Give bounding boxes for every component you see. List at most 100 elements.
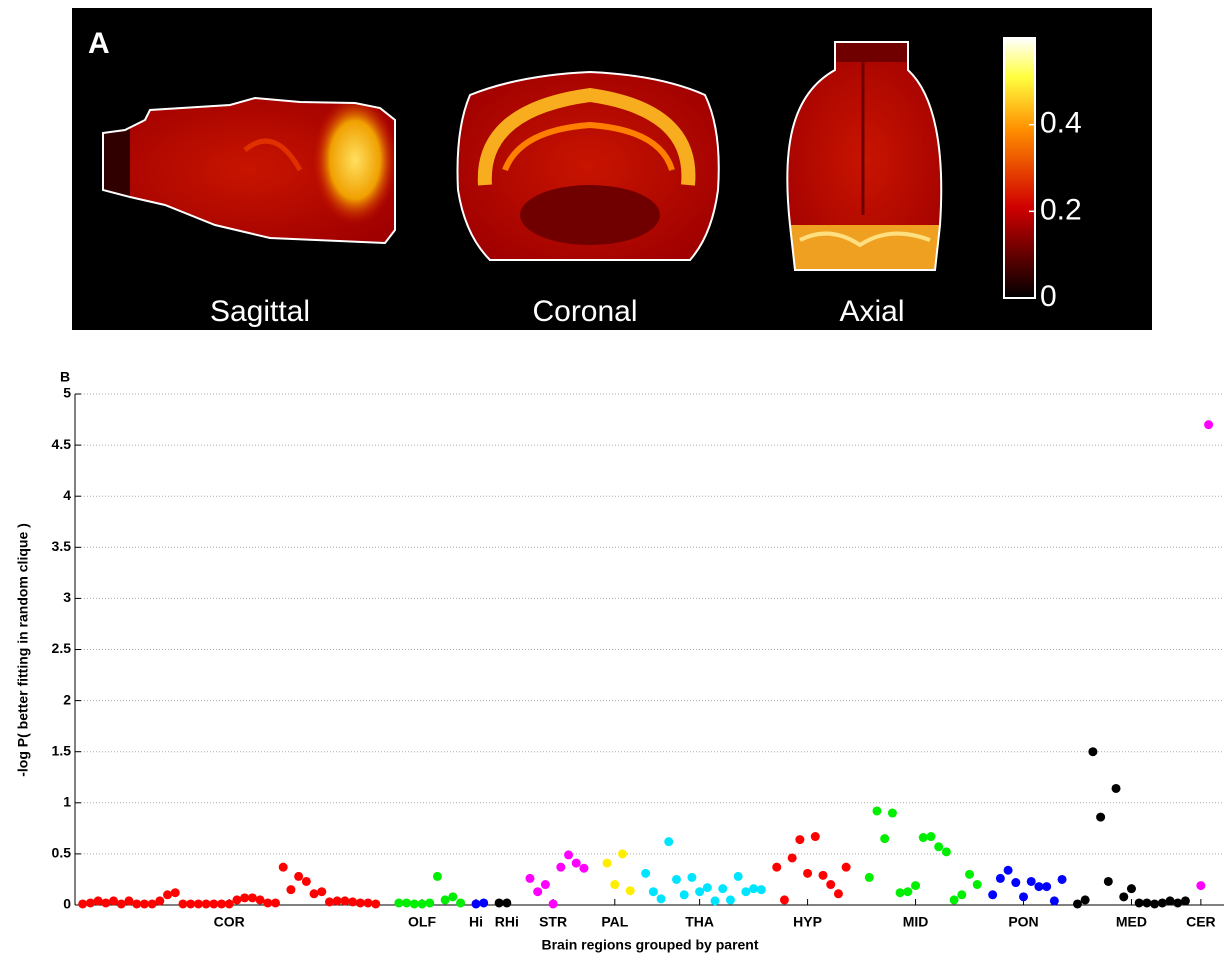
data-point (302, 877, 311, 886)
data-point (803, 869, 812, 878)
data-point (734, 872, 743, 881)
data-point (433, 872, 442, 881)
data-point (1088, 747, 1097, 756)
data-point (178, 899, 187, 908)
data-point (741, 887, 750, 896)
data-point (294, 872, 303, 881)
data-point (371, 899, 380, 908)
data-point (950, 895, 959, 904)
data-point (441, 895, 450, 904)
data-point (664, 837, 673, 846)
data-point (819, 871, 828, 880)
data-point (603, 859, 612, 868)
data-point (1204, 420, 1213, 429)
panel-label: A (88, 27, 110, 60)
y-tick-label: 3.5 (52, 538, 72, 554)
data-point (340, 896, 349, 905)
data-point (1181, 896, 1190, 905)
data-point (394, 898, 403, 907)
data-point (286, 885, 295, 894)
colorbar (1004, 38, 1035, 298)
data-point (502, 898, 511, 907)
x-tick-label: CER (1186, 914, 1216, 930)
data-point (101, 898, 110, 907)
data-point (556, 863, 565, 872)
data-point (934, 842, 943, 851)
data-point (1011, 878, 1020, 887)
data-point (1081, 895, 1090, 904)
coronal-slice (458, 72, 719, 260)
data-point (564, 850, 573, 859)
data-point (217, 899, 226, 908)
data-point (171, 888, 180, 897)
data-point (579, 864, 588, 873)
data-point (240, 893, 249, 902)
data-point (225, 899, 234, 908)
data-point (1142, 898, 1151, 907)
data-point (1112, 784, 1121, 793)
data-point (448, 892, 457, 901)
data-point (718, 884, 727, 893)
data-point (495, 898, 504, 907)
y-tick-label: 0.5 (52, 845, 72, 861)
x-tick-label: OLF (408, 914, 436, 930)
data-point (456, 898, 465, 907)
data-point (680, 890, 689, 899)
data-point (888, 809, 897, 818)
data-point (942, 847, 951, 856)
x-tick-label: MED (1116, 914, 1147, 930)
data-point (1173, 898, 1182, 907)
data-point (232, 895, 241, 904)
data-point (1004, 866, 1013, 875)
data-point (795, 835, 804, 844)
data-point (425, 898, 434, 907)
data-point (124, 896, 133, 905)
data-point (155, 896, 164, 905)
data-point (1127, 884, 1136, 893)
x-tick-label: PON (1008, 914, 1038, 930)
data-point (749, 884, 758, 893)
data-point (202, 899, 211, 908)
data-point (826, 880, 835, 889)
data-point (772, 863, 781, 872)
data-point (865, 873, 874, 882)
data-point (410, 899, 419, 908)
data-point (163, 890, 172, 899)
data-point (1027, 877, 1036, 886)
data-point (325, 897, 334, 906)
x-tick-label: THA (685, 914, 714, 930)
data-point (533, 887, 542, 896)
data-point (117, 899, 126, 908)
data-point (618, 849, 627, 858)
data-point (1158, 898, 1167, 907)
data-point (757, 885, 766, 894)
y-tick-label: 1.5 (52, 742, 72, 758)
data-point (811, 832, 820, 841)
view-label: Axial (839, 295, 904, 328)
data-point (965, 870, 974, 879)
data-point (94, 896, 103, 905)
y-tick-label: 4.5 (52, 436, 72, 452)
data-point (364, 898, 373, 907)
data-point (263, 898, 272, 907)
data-point (687, 873, 696, 882)
data-point (703, 883, 712, 892)
data-point (1104, 877, 1113, 886)
data-point (418, 899, 427, 908)
data-point (919, 833, 928, 842)
data-point (333, 896, 342, 905)
data-point (711, 896, 720, 905)
data-point (695, 887, 704, 896)
data-point (649, 887, 658, 896)
y-tick-label: 2.5 (52, 640, 72, 656)
data-point (973, 880, 982, 889)
data-point (1019, 892, 1028, 901)
data-point (834, 889, 843, 898)
data-point (1073, 899, 1082, 908)
data-point (610, 880, 619, 889)
data-point (248, 893, 257, 902)
y-tick-label: 4 (63, 487, 71, 503)
data-point (109, 896, 118, 905)
view-label: Coronal (532, 295, 637, 328)
